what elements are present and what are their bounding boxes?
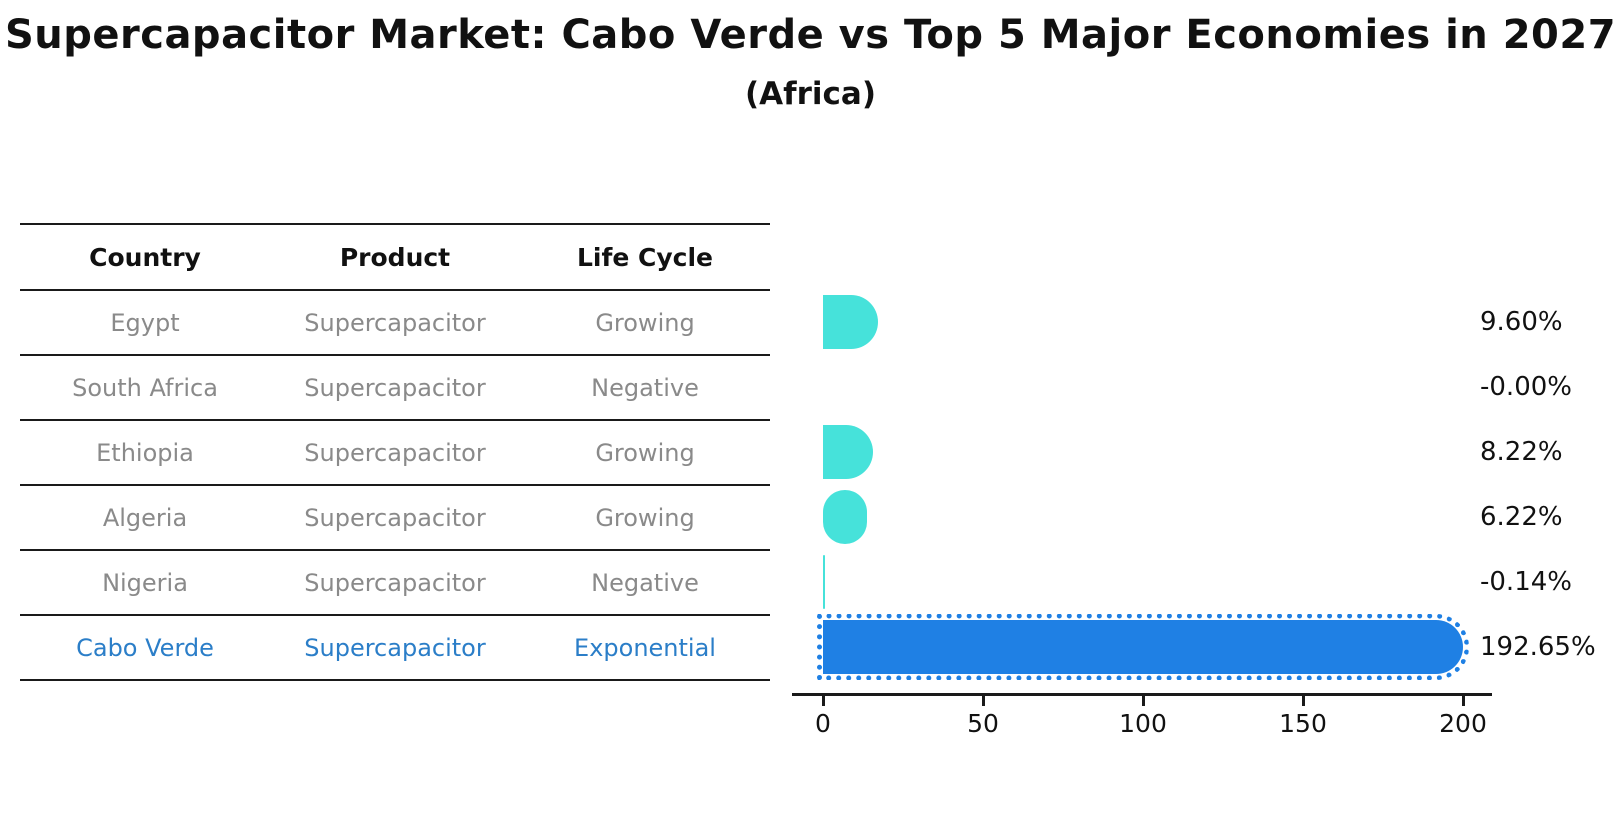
bar-cabo-verde [816, 614, 1470, 680]
comparison-table: Country Product Life Cycle Egypt Superca… [20, 223, 770, 681]
column-header-country: Country [89, 242, 201, 272]
value-label-algeria: 6.22% [1480, 502, 1563, 532]
value-label-egypt: 9.60% [1480, 307, 1563, 337]
x-axis-tick-label: 100 [1119, 709, 1167, 738]
table-header-row: Country Product Life Cycle [20, 223, 770, 291]
cell-life-cycle: Negative [591, 373, 699, 402]
x-axis-tick-label: 0 [815, 709, 831, 738]
cell-country: Cabo Verde [76, 633, 214, 662]
cell-country: Ethiopia [96, 438, 194, 467]
cell-life-cycle: Negative [591, 568, 699, 597]
table-row-algeria: Algeria Supercapacitor Growing [20, 486, 770, 551]
cell-life-cycle: Growing [595, 503, 695, 532]
cell-life-cycle: Growing [595, 438, 695, 467]
table-row-ethiopia: Ethiopia Supercapacitor Growing [20, 421, 770, 486]
column-header-life-cycle: Life Cycle [576, 242, 714, 272]
cell-product: Supercapacitor [304, 568, 486, 597]
x-axis-tick [982, 696, 985, 706]
value-label-cabo-verde: 192.65% [1480, 632, 1596, 662]
cell-life-cycle: Exponential [574, 633, 716, 662]
x-axis-tick [1302, 696, 1305, 706]
cell-country: Algeria [102, 503, 188, 532]
x-axis-tick-label: 200 [1439, 709, 1487, 738]
bar-egypt [823, 295, 878, 349]
chart-subtitle: (Africa) [744, 76, 877, 112]
table-row-egypt: Egypt Supercapacitor Growing [20, 291, 770, 356]
cell-country: Egypt [110, 308, 180, 337]
value-label-south-africa: -0.00% [1480, 372, 1572, 402]
table-row-cabo-verde: Cabo Verde Supercapacitor Exponential [20, 616, 770, 681]
cell-product: Supercapacitor [304, 633, 486, 662]
cell-product: Supercapacitor [304, 373, 486, 402]
value-label-nigeria: -0.14% [1480, 567, 1572, 597]
table-row-south-africa: South Africa Supercapacitor Negative [20, 356, 770, 421]
x-axis-tick [1142, 696, 1145, 706]
bar-ethiopia [823, 425, 874, 479]
cell-country: South Africa [72, 373, 218, 402]
bar-nigeria [823, 555, 825, 609]
cell-country: Nigeria [102, 568, 188, 597]
value-label-ethiopia: 8.22% [1480, 437, 1563, 467]
table-row-nigeria: Nigeria Supercapacitor Negative [20, 551, 770, 616]
cell-product: Supercapacitor [304, 308, 486, 337]
cell-product: Supercapacitor [304, 503, 486, 532]
bar-algeria [823, 490, 867, 544]
column-header-product: Product [339, 242, 451, 272]
x-axis-tick-label: 50 [967, 709, 999, 738]
x-axis-tick-label: 150 [1279, 709, 1327, 738]
x-axis-tick [1462, 696, 1465, 706]
x-axis-line [792, 693, 1492, 696]
cell-product: Supercapacitor [304, 438, 486, 467]
chart-title: Supercapacitor Market: Cabo Verde vs Top… [4, 12, 1617, 58]
cell-life-cycle: Growing [595, 308, 695, 337]
x-axis-tick [822, 696, 825, 706]
